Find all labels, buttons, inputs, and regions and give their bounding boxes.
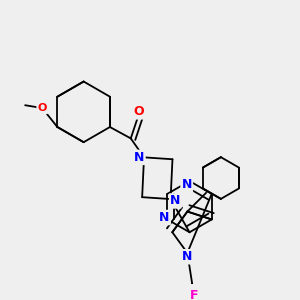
Text: N: N	[182, 178, 192, 191]
Text: O: O	[38, 103, 47, 113]
Text: N: N	[182, 250, 193, 263]
Text: N: N	[159, 211, 170, 224]
Text: O: O	[133, 105, 144, 119]
Text: N: N	[134, 151, 145, 164]
Text: F: F	[190, 289, 198, 300]
Text: N: N	[170, 194, 181, 208]
